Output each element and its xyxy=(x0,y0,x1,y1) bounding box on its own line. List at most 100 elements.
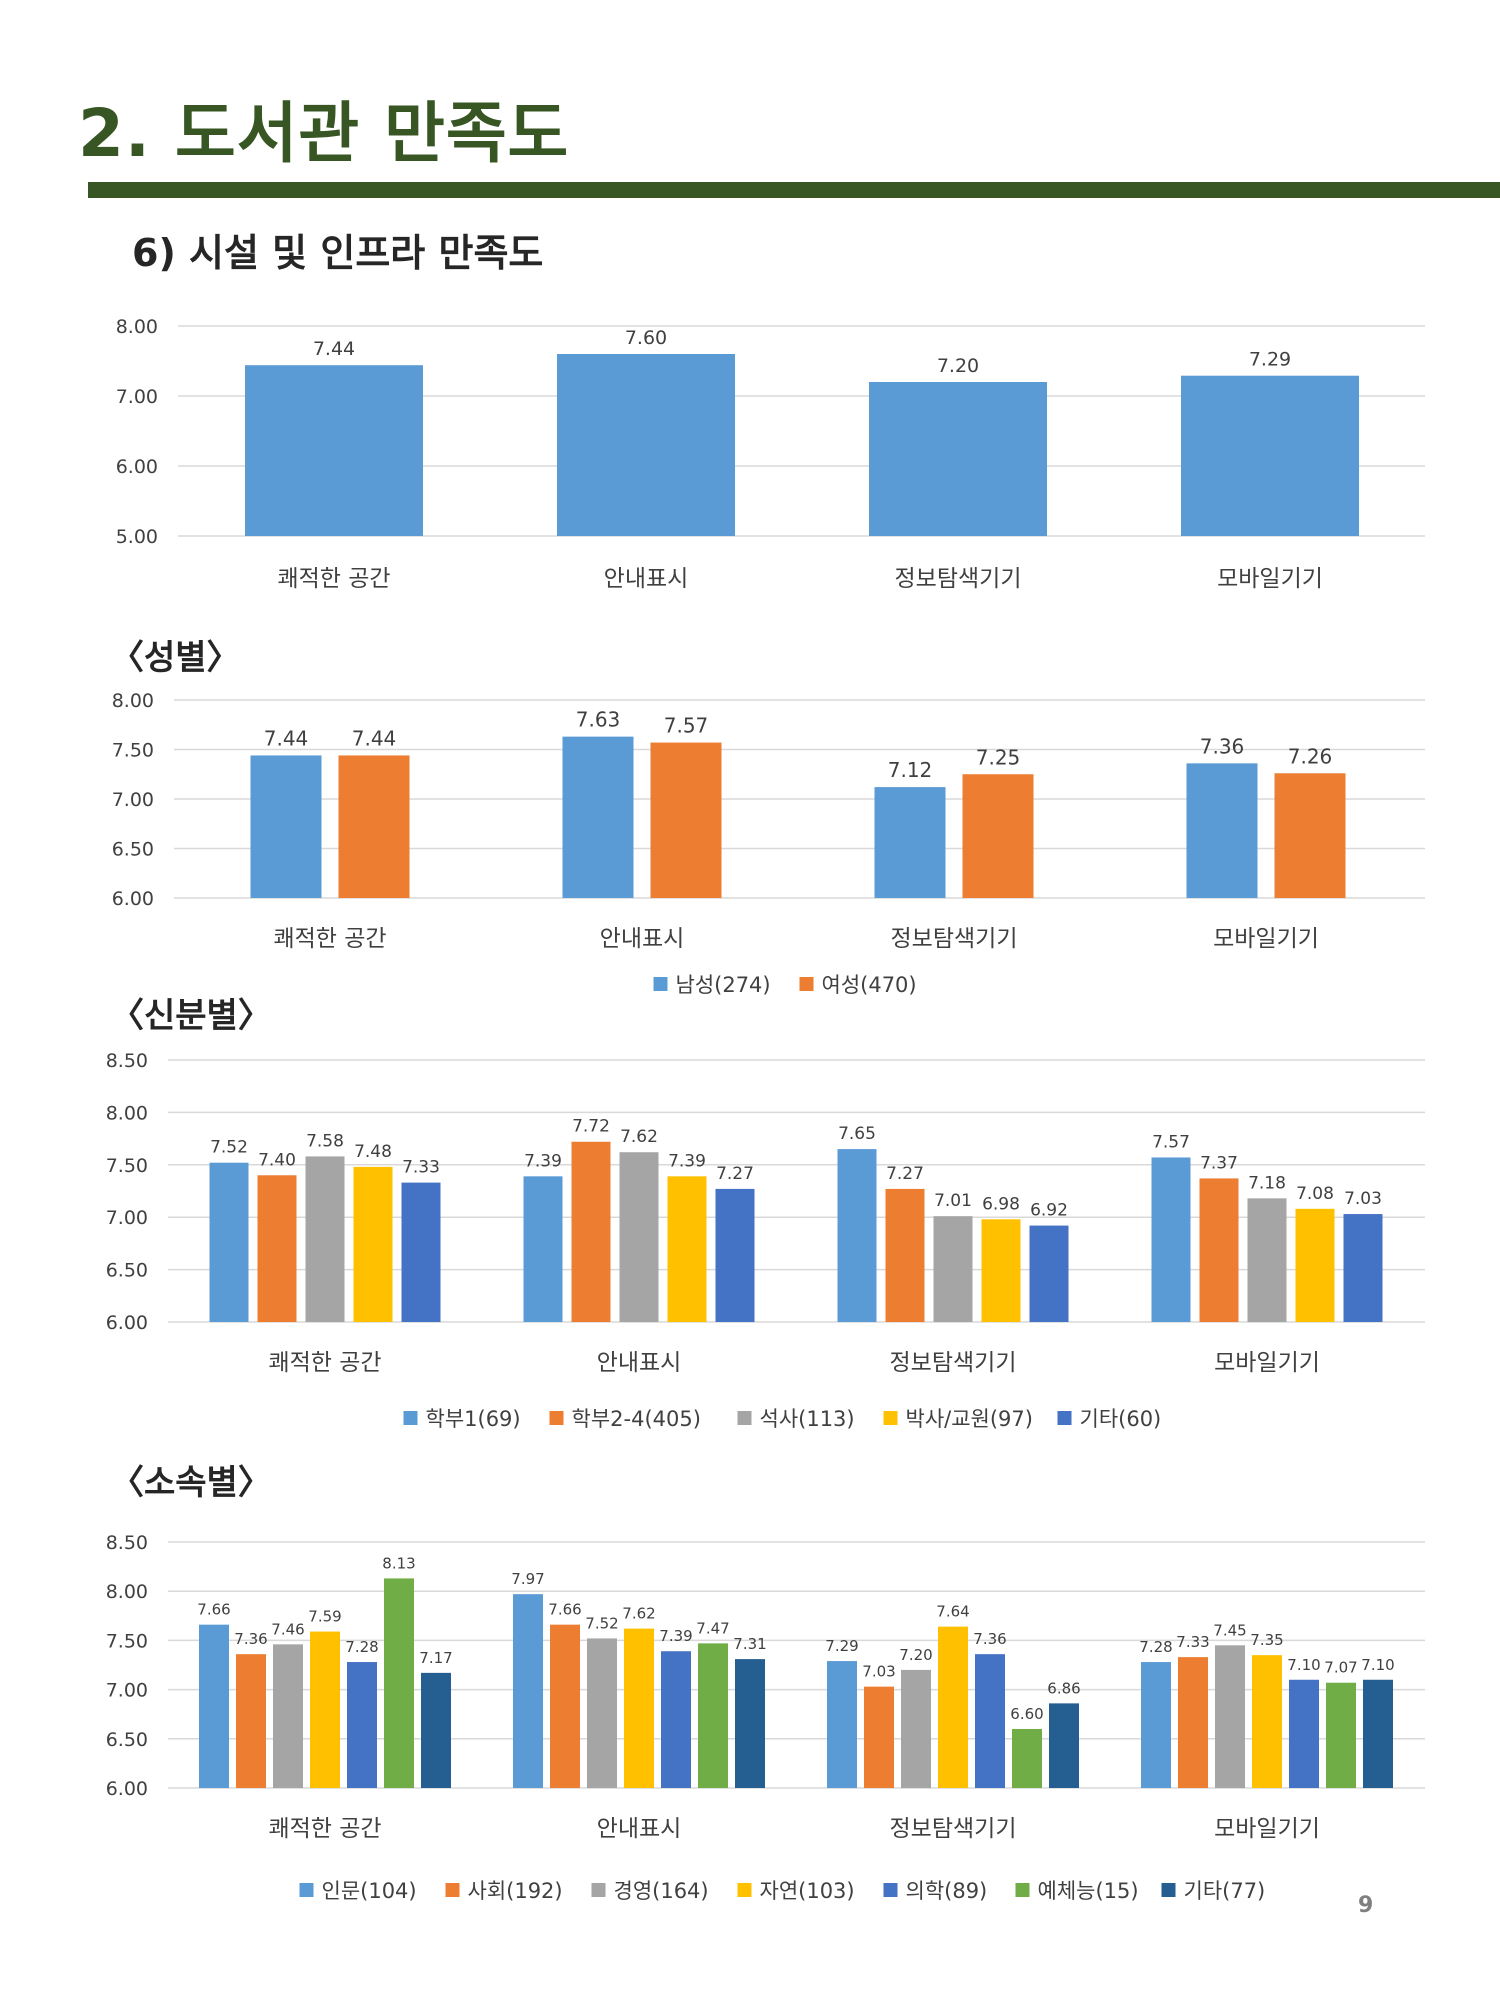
y-tick-label: 5.00 xyxy=(116,526,158,548)
bar xyxy=(557,354,735,536)
bar xyxy=(1178,1657,1208,1788)
chart-affiliation: 6.006.507.007.508.008.507.667.367.467.59… xyxy=(106,1532,1425,1903)
bar xyxy=(1247,1198,1287,1322)
x-category-label: 정보탐색기기 xyxy=(895,566,1022,592)
legend-label: 예체능(15) xyxy=(1038,1879,1139,1903)
data-label: 7.07 xyxy=(1324,1659,1357,1677)
data-label: 7.27 xyxy=(716,1164,754,1184)
legend-swatch xyxy=(1057,1411,1072,1425)
data-label: 7.45 xyxy=(1213,1621,1246,1639)
y-tick-label: 8.00 xyxy=(116,316,158,338)
data-label: 7.47 xyxy=(696,1619,729,1637)
bar xyxy=(1252,1655,1282,1788)
bar xyxy=(338,755,410,898)
x-category-label: 쾌적한 공간 xyxy=(268,1350,381,1376)
data-label: 7.37 xyxy=(1200,1153,1238,1173)
y-tick-label: 7.50 xyxy=(112,740,154,762)
data-label: 7.52 xyxy=(585,1614,618,1632)
x-category-label: 모바일기기 xyxy=(1213,926,1319,952)
data-label: 7.17 xyxy=(419,1649,452,1667)
bar xyxy=(273,1644,303,1788)
bar xyxy=(715,1188,755,1322)
bar xyxy=(667,1176,707,1322)
bar xyxy=(698,1643,728,1788)
legend-label: 학부1(69) xyxy=(426,1407,521,1431)
legend-swatch xyxy=(299,1883,314,1897)
page-title: 2. 도서관 만족도 xyxy=(78,95,570,172)
data-label: 7.10 xyxy=(1361,1656,1394,1674)
data-label: 7.46 xyxy=(271,1620,304,1638)
y-tick-label: 6.00 xyxy=(106,1778,148,1800)
data-label: 7.62 xyxy=(620,1127,658,1147)
bar xyxy=(938,1626,968,1788)
data-label: 7.12 xyxy=(888,758,933,782)
bar xyxy=(1199,1178,1239,1322)
bar xyxy=(1151,1157,1191,1322)
y-tick-label: 8.00 xyxy=(112,690,154,712)
data-label: 7.35 xyxy=(1250,1631,1283,1649)
bar xyxy=(353,1166,393,1322)
data-label: 7.59 xyxy=(308,1608,341,1626)
bar xyxy=(933,1216,973,1322)
legend-label: 박사/교원(97) xyxy=(906,1407,1033,1431)
legend-swatch xyxy=(799,977,814,991)
x-category-label: 정보탐색기기 xyxy=(890,1350,1017,1376)
data-label: 7.20 xyxy=(899,1646,932,1664)
data-label: 7.62 xyxy=(622,1605,655,1623)
data-label: 7.28 xyxy=(345,1638,378,1656)
x-category-label: 정보탐색기기 xyxy=(890,1816,1017,1842)
bar xyxy=(401,1182,441,1322)
data-label: 7.27 xyxy=(886,1164,924,1184)
bar xyxy=(1012,1728,1042,1788)
bar xyxy=(1141,1662,1171,1788)
data-label: 6.98 xyxy=(982,1194,1020,1214)
data-label: 7.39 xyxy=(524,1151,562,1171)
bar xyxy=(1029,1225,1069,1322)
x-category-label: 안내표시 xyxy=(600,926,685,952)
y-tick-label: 6.00 xyxy=(112,888,154,910)
data-label: 7.39 xyxy=(668,1151,706,1171)
legend-swatch xyxy=(737,1883,752,1897)
y-tick-label: 8.00 xyxy=(106,1102,148,1124)
legend-label: 기타(60) xyxy=(1080,1407,1162,1431)
bar xyxy=(962,774,1034,898)
y-tick-label: 7.00 xyxy=(106,1680,148,1702)
legend-label: 의학(89) xyxy=(906,1879,988,1903)
data-label: 7.66 xyxy=(548,1601,581,1619)
bar xyxy=(250,755,322,898)
x-category-label: 쾌적한 공간 xyxy=(268,1816,381,1842)
bar xyxy=(975,1654,1005,1788)
bar xyxy=(523,1176,563,1322)
y-tick-label: 8.50 xyxy=(106,1050,148,1072)
bar xyxy=(571,1141,611,1322)
legend-swatch xyxy=(445,1883,460,1897)
x-category-label: 안내표시 xyxy=(597,1350,682,1376)
data-label: 7.63 xyxy=(576,708,621,732)
data-label: 7.18 xyxy=(1248,1173,1286,1193)
y-tick-label: 7.00 xyxy=(106,1207,148,1229)
y-tick-label: 7.00 xyxy=(112,789,154,811)
data-label: 7.08 xyxy=(1296,1184,1334,1204)
bar xyxy=(869,382,1047,536)
y-tick-label: 7.50 xyxy=(106,1155,148,1177)
data-label: 6.60 xyxy=(1010,1705,1043,1723)
x-category-label: 쾌적한 공간 xyxy=(277,566,390,592)
y-tick-label: 6.50 xyxy=(112,839,154,861)
bar xyxy=(1343,1214,1383,1322)
bar xyxy=(1274,773,1346,898)
x-category-label: 쾌적한 공간 xyxy=(273,926,386,952)
data-label: 7.26 xyxy=(1288,744,1333,768)
y-tick-label: 8.00 xyxy=(106,1581,148,1603)
x-category-label: 모바일기기 xyxy=(1217,566,1323,592)
data-label: 7.97 xyxy=(511,1570,544,1588)
bar xyxy=(550,1624,580,1788)
section-heading-affiliation: 〈소속별〉 xyxy=(110,1463,272,1503)
bar xyxy=(513,1594,543,1788)
chart-status: 6.00 6.50 7.00 7.50 8.00 8.50 7.52 7.40 7.58 7.48… xyxy=(106,1050,1425,1431)
page-number: 9 xyxy=(1358,1893,1374,1918)
bar xyxy=(310,1631,340,1788)
data-label: 7.33 xyxy=(1176,1633,1209,1651)
y-tick-label: 6.00 xyxy=(106,1312,148,1334)
legend-label: 학부2-4(405) xyxy=(572,1407,701,1431)
bar xyxy=(1289,1679,1319,1788)
